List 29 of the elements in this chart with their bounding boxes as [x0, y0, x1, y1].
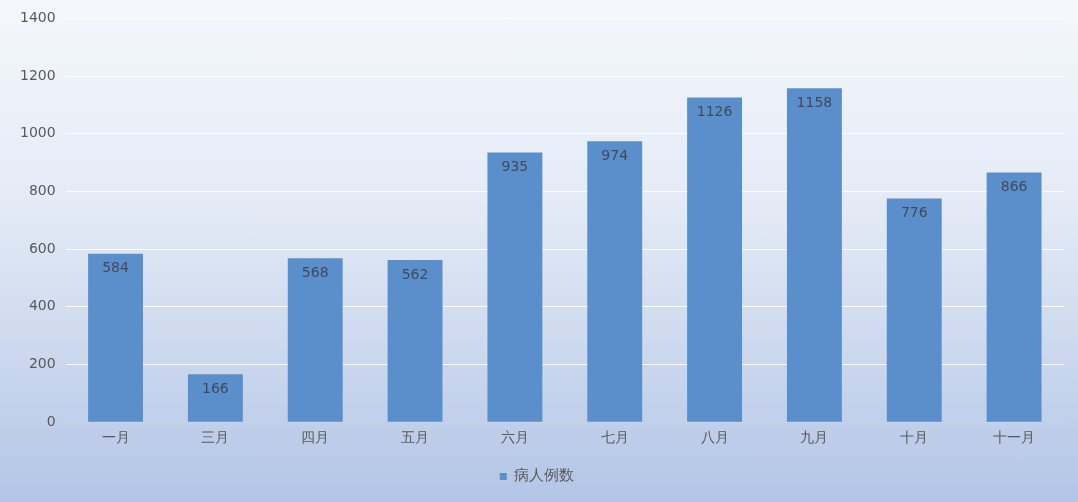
y-tick-label: 400 — [28, 297, 56, 314]
data-label: 974 — [601, 146, 629, 163]
x-tick-label: 三月 — [201, 429, 230, 446]
data-label: 568 — [301, 264, 329, 281]
y-tick-label: 600 — [28, 239, 56, 256]
x-tick-label: 六月 — [500, 429, 529, 446]
y-tick-label: 800 — [28, 182, 56, 199]
y-tick-label: 0 — [46, 412, 56, 429]
data-label: 1158 — [796, 93, 833, 110]
x-tick-label: 十月 — [900, 429, 929, 446]
x-tick-label: 九月 — [800, 429, 829, 446]
x-tick-label: 一月 — [101, 429, 130, 446]
y-tick-label: 1000 — [19, 124, 56, 141]
data-label: 562 — [401, 265, 429, 282]
data-label: 866 — [1000, 178, 1028, 195]
data-label: 584 — [102, 259, 129, 276]
data-label: 935 — [501, 158, 529, 175]
x-tick-label: 四月 — [301, 429, 330, 446]
y-tick-label: 1200 — [19, 66, 56, 83]
y-tick-label: 1400 — [19, 9, 56, 26]
data-label: 1126 — [696, 103, 733, 120]
y-tick-label: 200 — [28, 355, 56, 372]
x-tick-label: 十一月 — [993, 429, 1036, 446]
x-tick-label: 八月 — [700, 429, 729, 446]
data-label: 776 — [900, 204, 928, 221]
legend-label: 病人例数 — [514, 466, 575, 485]
x-tick-label: 五月 — [401, 429, 430, 446]
x-tick-label: 七月 — [600, 429, 629, 446]
data-label: 166 — [202, 379, 229, 396]
